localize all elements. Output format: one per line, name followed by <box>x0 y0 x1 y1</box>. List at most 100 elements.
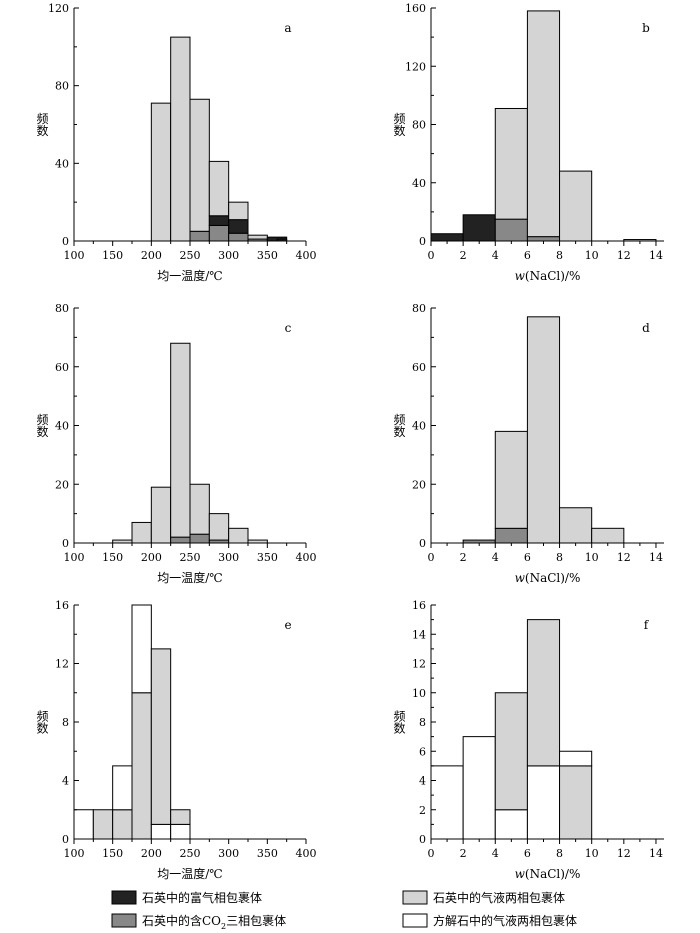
bar-a-2-co2-three-phase <box>189 230 210 242</box>
bar-f-3-calcite-two-phase <box>526 765 561 840</box>
bar-b-0-gas-rich <box>430 233 464 242</box>
legend-swatch-calcite-two-phase <box>402 913 428 928</box>
x-tick-label-f: 8 <box>556 847 563 860</box>
x-tick-label-f: 14 <box>649 847 663 860</box>
x-tick-label-f: 2 <box>460 847 467 860</box>
y-tick-label-e: 0 <box>62 833 69 846</box>
y-tick-label-f: 8 <box>419 716 426 729</box>
y-tick-label-b: 0 <box>419 235 426 248</box>
bar-e-4-quartz-two-phase <box>150 648 172 825</box>
bar-f-2-quartz-two-phase <box>494 692 528 811</box>
y-tick-label-c: 80 <box>55 302 69 315</box>
bar-e-3-quartz-two-phase <box>131 692 152 840</box>
bar-f-4-calcite-two-phase <box>559 750 593 767</box>
bar-f-4-quartz-two-phase <box>559 765 593 840</box>
bar-c-4-co2-three-phase <box>189 533 210 544</box>
x-tick-label-e: 350 <box>257 847 278 860</box>
bar-a-1-quartz-two-phase <box>170 36 191 242</box>
x-tick-label-f: 0 <box>428 847 435 860</box>
legend-item-co2: 石英中的含CO2三相包裹体 <box>111 913 286 931</box>
x-tick-label-a: 300 <box>218 249 239 262</box>
legend: 石英中的富气相包裹体 石英中的含CO2三相包裹体 石英中的气液两相包裹体 方解石… <box>111 890 577 931</box>
y-tick-label-a: 40 <box>55 157 69 170</box>
bar-d-1-quartz-two-phase <box>494 430 528 529</box>
legend-item-calcite-two-phase: 方解石中的气液两相包裹体 <box>402 913 577 928</box>
y-tick-label-c: 60 <box>55 361 69 374</box>
x-tick-label-d: 10 <box>585 551 599 564</box>
x-tick-label-a: 350 <box>257 249 278 262</box>
bar-d-1-co2-three-phase <box>494 527 528 544</box>
bar-a-3-gas-rich <box>208 215 230 226</box>
panel-label-a: a <box>284 21 291 35</box>
x-axis-label-b: w(NaCl)/% <box>515 269 581 283</box>
bar-b-1-gas-rich <box>462 214 496 242</box>
y-tick-label-e: 8 <box>62 716 69 729</box>
bar-a-4-co2-three-phase <box>228 232 249 242</box>
x-tick-label-e: 100 <box>64 847 85 860</box>
bar-f-1-calcite-two-phase <box>462 736 496 840</box>
x-tick-label-c: 350 <box>257 551 278 564</box>
x-tick-label-a: 150 <box>102 249 123 262</box>
y-tick-label-f: 12 <box>412 658 426 671</box>
bar-b-2-quartz-two-phase <box>494 107 528 220</box>
x-tick-label-d: 6 <box>524 551 531 564</box>
y-axis-label-d: 频数 <box>392 413 406 438</box>
x-tick-label-b: 12 <box>617 249 631 262</box>
x-tick-label-d: 2 <box>460 551 467 564</box>
x-tick-label-d: 8 <box>556 551 563 564</box>
x-tick-label-b: 6 <box>524 249 531 262</box>
panel-label-b: b <box>642 21 650 35</box>
legend-label-quartz-two-phase: 石英中的气液两相包裹体 <box>433 890 565 905</box>
x-axis-label-c: 均一温度/℃ <box>157 570 222 585</box>
bar-c-2-quartz-two-phase <box>150 486 172 544</box>
x-axis-label-a: 均一温度/℃ <box>157 268 222 283</box>
legend-label-co2-three-phase: 石英中的含CO2三相包裹体 <box>142 913 286 931</box>
legend-swatch-quartz-two-phase <box>402 890 428 905</box>
legend-label-calcite-two-phase: 方解石中的气液两相包裹体 <box>433 913 577 928</box>
x-tick-label-b: 14 <box>649 249 663 262</box>
bar-c-6-quartz-two-phase <box>228 527 249 544</box>
x-tick-label-e: 400 <box>296 847 317 860</box>
x-tick-label-b: 8 <box>556 249 563 262</box>
y-tick-label-f: 10 <box>412 687 426 700</box>
y-tick-label-b: 80 <box>412 119 426 132</box>
bar-f-0-calcite-two-phase <box>430 765 464 840</box>
bar-d-3-quartz-two-phase <box>559 507 593 544</box>
legend-label-gas-rich: 石英中的富气相包裹体 <box>142 890 262 905</box>
x-tick-label-a: 200 <box>141 249 162 262</box>
x-tick-label-c: 250 <box>180 551 201 564</box>
x-tick-label-b: 2 <box>460 249 467 262</box>
y-axis-label-e: 频数 <box>35 710 49 735</box>
y-axis-label-f: 频数 <box>392 710 406 735</box>
bar-e-0-calcite-two-phase <box>73 809 94 840</box>
y-tick-label-c: 40 <box>55 420 69 433</box>
y-tick-label-d: 60 <box>412 361 426 374</box>
bar-b-2-co2-three-phase <box>494 218 528 242</box>
bar-b-3-quartz-two-phase <box>526 10 561 238</box>
legend-swatch-co2-three-phase <box>111 913 137 928</box>
y-tick-label-a: 0 <box>62 235 69 248</box>
y-tick-label-c: 20 <box>55 478 69 491</box>
x-tick-label-c: 400 <box>296 551 317 564</box>
panel-d: 0 2 4 6 8 10 12 14 0 20 40 60 80 频数 w(NaCl)/% d <box>392 302 664 585</box>
x-tick-label-f: 12 <box>617 847 631 860</box>
x-tick-label-f: 10 <box>585 847 599 860</box>
x-tick-label-a: 100 <box>64 249 85 262</box>
bar-e-5-quartz-two-phase <box>170 809 191 825</box>
legend-item-quartz-two-phase: 石英中的气液两相包裹体 <box>402 890 565 905</box>
y-tick-label-f: 0 <box>419 833 426 846</box>
x-tick-label-c: 100 <box>64 551 85 564</box>
x-tick-label-c: 150 <box>102 551 123 564</box>
y-tick-label-f: 14 <box>412 628 426 641</box>
legend-swatch-gas-rich <box>111 890 137 905</box>
y-axis-label-a: 频数 <box>35 112 49 137</box>
y-tick-label-f: 6 <box>419 745 426 758</box>
panel-f: 0 2 4 6 8 10 12 14 0 2 4 6 8 10 12 14 16 频数 w(NaCl)/% f <box>392 599 664 881</box>
bar-a-5-quartz-two-phase <box>247 234 268 240</box>
bar-a-4-quartz-two-phase <box>228 201 249 221</box>
y-tick-label-a: 120 <box>48 2 69 15</box>
y-tick-label-f: 4 <box>419 775 426 788</box>
y-tick-label-d: 40 <box>412 420 426 433</box>
